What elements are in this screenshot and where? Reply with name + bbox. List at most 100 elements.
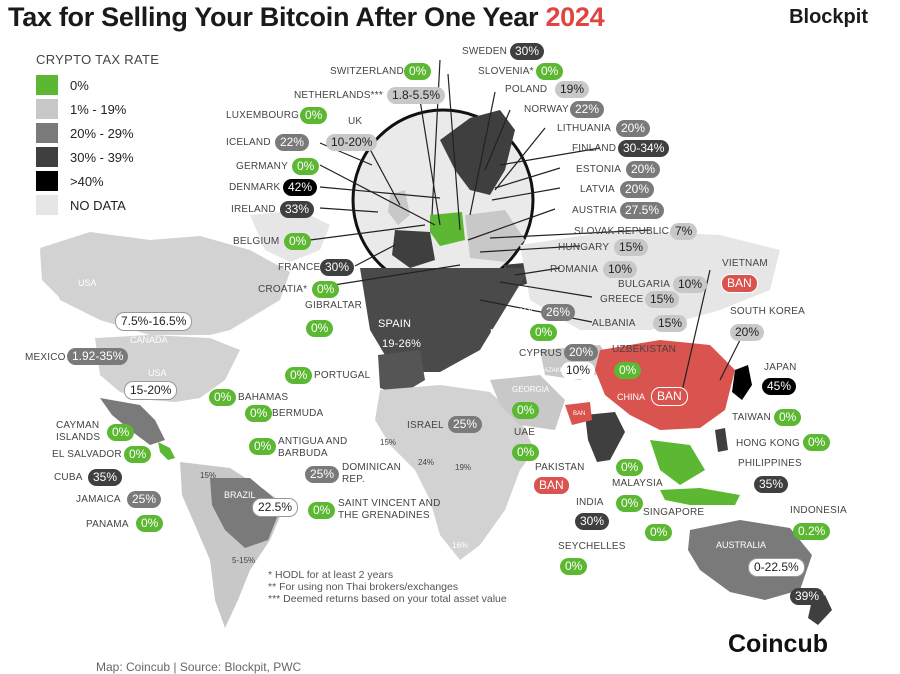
rate-seychelles: 0% <box>560 558 588 575</box>
label-philippines: PHILIPPINES <box>738 458 802 469</box>
legend: CRYPTO TAX RATE 0% 1% - 19% 20% - 29% 30… <box>36 52 159 217</box>
rate-georgia: 0% <box>512 402 540 419</box>
rate-france: 30% <box>320 259 355 276</box>
label-malta: MALTA <box>490 328 523 339</box>
map-text-15b: 15% <box>380 438 396 447</box>
map-brazil <box>210 478 282 548</box>
label-denmark: DENMARK <box>229 182 281 193</box>
map-text-canada: CANADA <box>130 335 168 345</box>
legend-item: >40% <box>36 169 159 193</box>
map-text-australia: AUSTRALIA <box>716 540 766 550</box>
label-india: INDIA <box>576 497 604 508</box>
map-text-16: 16% <box>452 541 468 550</box>
rate-pakistan: BAN <box>533 476 570 495</box>
map-africa <box>375 385 535 560</box>
rate-ireland: 33% <box>280 201 315 218</box>
rate-australia: 0-22.5% <box>748 558 805 577</box>
label-ireland: IRELAND <box>231 204 276 215</box>
footnote: ** For using non Thai brokers/exchanges <box>268 581 459 593</box>
label-germany: GERMANY <box>236 161 288 172</box>
title-year: 2024 <box>545 2 605 32</box>
label-sweden: SWEDEN <box>462 46 508 57</box>
rate-uk: 10-20% <box>326 134 378 151</box>
label-romania: ROMANIA <box>550 264 599 275</box>
rate-netherlands: 1.8-5.5% <box>387 87 446 104</box>
rate-lithuania: 20% <box>616 120 651 137</box>
rate-iceland: 22% <box>275 134 310 151</box>
label-iceland: ICELAND <box>226 137 271 148</box>
label-southkorea: SOUTH KOREA <box>730 306 805 317</box>
label-france: FRANCE <box>278 262 321 273</box>
legend-title: CRYPTO TAX RATE <box>36 52 160 67</box>
legend-swatch <box>36 147 58 167</box>
map-philippines <box>715 428 728 452</box>
rate-gibraltar: 0% <box>306 320 334 337</box>
map-canada <box>40 232 290 335</box>
label-taiwan: TAIWAN <box>732 412 771 423</box>
rate-indonesia: 0.2% <box>793 523 831 540</box>
map-alaska <box>40 240 110 300</box>
label-uae: UAE <box>514 427 536 438</box>
legend-swatch <box>36 171 58 191</box>
label-uk: UK <box>348 116 363 127</box>
label-cyprus: CYPRUS <box>519 348 562 359</box>
legend-label: NO DATA <box>70 197 126 213</box>
label-pakistan: PAKISTAN <box>535 462 585 473</box>
label-poland: POLAND <box>505 84 548 95</box>
legend-swatch <box>36 123 58 143</box>
label-spain: SPAIN <box>378 318 412 330</box>
footnote: * HODL for at least 2 years <box>268 569 394 581</box>
rate-estonia: 20% <box>626 161 661 178</box>
footnotes: * HODL for at least 2 years ** For using… <box>268 569 507 605</box>
map-europe-east <box>465 210 525 262</box>
magnifier-funnel <box>360 268 530 372</box>
map-text-15a: 15% <box>200 471 216 480</box>
map-text-china: CHINA <box>617 392 645 402</box>
rate-luxembourg: 0% <box>300 107 328 124</box>
label-austria: AUSTRIA <box>572 205 617 216</box>
rate-japan: 45% <box>762 378 797 395</box>
rate-usa: 15-20% <box>124 381 178 400</box>
label-albania: ALBANIA <box>592 318 636 329</box>
rate-denmark: 42% <box>283 179 318 196</box>
legend-swatch <box>36 75 58 95</box>
rate-vietnam: BAN <box>721 274 758 293</box>
legend-label: 30% - 39% <box>70 149 134 165</box>
label-cayman: CAYMAN ISLANDS <box>56 420 101 443</box>
rate-panama: 0% <box>136 515 164 532</box>
label-gibraltar: GIBRALTAR <box>305 300 362 311</box>
label-croatia: CROATIA* <box>258 284 308 295</box>
label-hongkong: HONG KONG <box>736 438 801 449</box>
legend-item: NO DATA <box>36 193 159 217</box>
rate-taiwan: 0% <box>774 409 802 426</box>
rate-stvincent: 0% <box>308 502 336 519</box>
label-bulgaria: BULGARIA <box>618 279 671 290</box>
label-greece: GREECE <box>600 294 644 305</box>
rate-sweden: 30% <box>510 43 545 60</box>
rate-canada: 7.5%-16.5% <box>115 312 193 331</box>
map-text-brazil: BRAZIL <box>224 490 256 500</box>
legend-swatch <box>36 195 58 215</box>
label-luxembourg: LUXEMBOURG <box>226 110 300 121</box>
title-main: Tax for Selling Your Bitcoin After One Y… <box>8 2 539 32</box>
legend-label: 1% - 19% <box>70 101 127 117</box>
rate-slovak: 7% <box>670 223 698 240</box>
rate-elsalvador: 0% <box>124 446 152 463</box>
map-russia <box>520 230 780 330</box>
map-text: USA CANADA USA CHINA BRAZIL AUSTRALIA KA… <box>78 278 766 565</box>
legend-label: 20% - 29% <box>70 125 134 141</box>
rate-jamaica: 25% <box>127 491 162 508</box>
map-iberia <box>378 350 425 395</box>
legend-item: 20% - 29% <box>36 121 159 145</box>
rate-bermuda: 0% <box>245 405 273 422</box>
map-text-usa2: USA <box>148 368 167 378</box>
rate-dominican: 25% <box>305 466 340 483</box>
rate-italy: 26% <box>541 304 576 321</box>
label-belgium: BELGIUM <box>233 236 280 247</box>
rate-finland: 30-34% <box>618 140 670 157</box>
map-indonesia <box>660 488 740 505</box>
rate-uzbekistan: 0% <box>614 362 642 379</box>
rate-cyprus: 20% <box>564 344 599 361</box>
rate-switzerland: 0% <box>404 63 432 80</box>
label-elsalvador: EL SALVADOR <box>52 449 122 460</box>
